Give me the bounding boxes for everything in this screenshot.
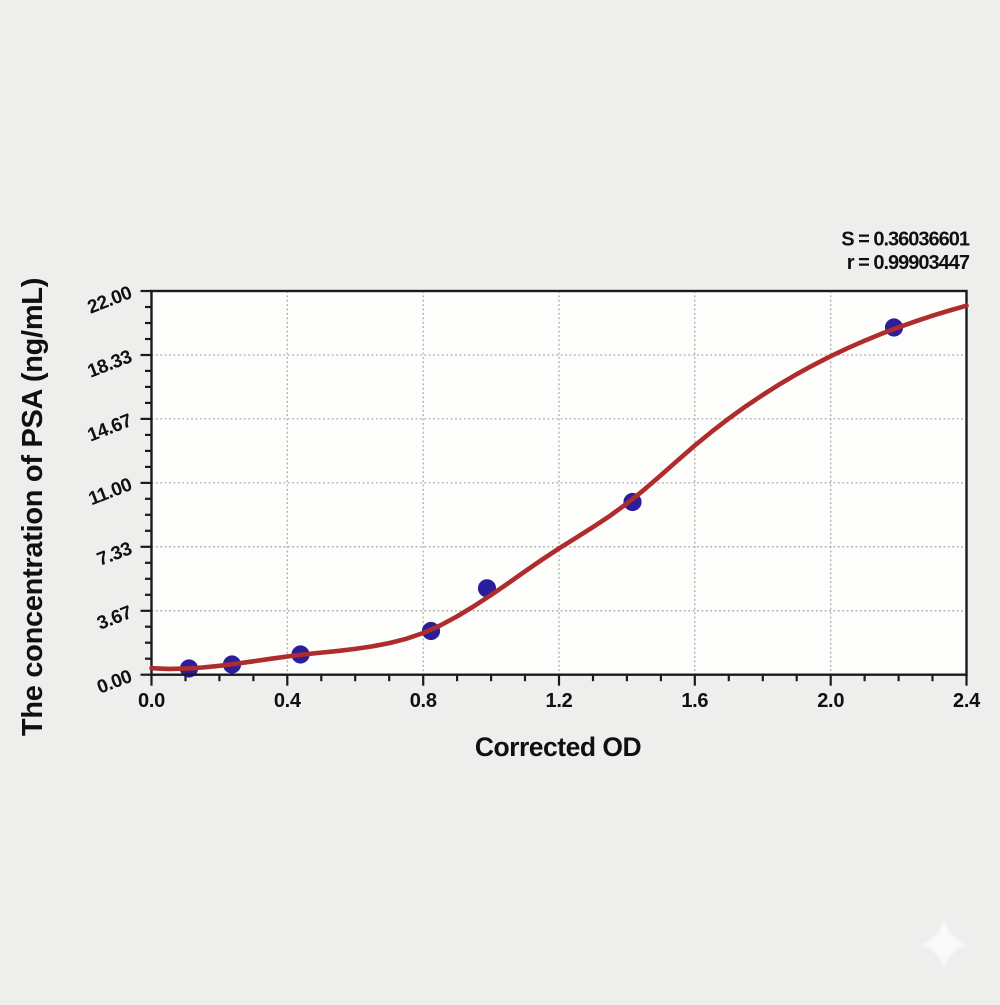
svg-text:The concentration of PSA (ng/m: The concentration of PSA (ng/mL) xyxy=(17,278,49,736)
svg-text:0.0: 0.0 xyxy=(138,690,165,712)
svg-text:2.0: 2.0 xyxy=(817,690,844,712)
svg-text:r = 0.99903447: r = 0.99903447 xyxy=(847,252,970,274)
svg-text:1.2: 1.2 xyxy=(546,690,573,712)
svg-text:Corrected OD: Corrected OD xyxy=(475,732,642,762)
svg-text:S = 0.36036601: S = 0.36036601 xyxy=(841,229,970,251)
svg-text:0.4: 0.4 xyxy=(274,690,302,712)
svg-text:2.4: 2.4 xyxy=(953,690,981,712)
svg-text:0.8: 0.8 xyxy=(410,690,437,712)
svg-text:1.6: 1.6 xyxy=(681,690,708,712)
